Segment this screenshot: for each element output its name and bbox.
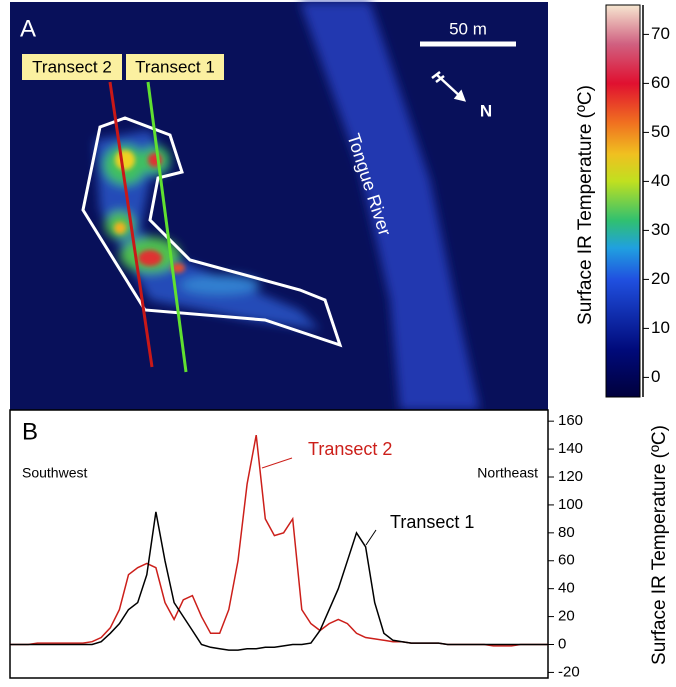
colorbar-tick-label: 0 xyxy=(651,367,660,386)
colorbar-tick-label: 10 xyxy=(651,318,670,337)
y-tick-label: 160 xyxy=(558,412,583,429)
colorbar-ticks: 0 10 20 30 40 50 60 70 xyxy=(643,24,670,386)
scale-label: 50 m xyxy=(449,19,487,38)
figure: Transect 2 Transect 1 A 50 m N Tongue Ri… xyxy=(0,0,676,682)
north-label: N xyxy=(480,101,492,120)
y-tick-label: 40 xyxy=(558,580,575,597)
y-axis-label: Surface IR Temperature (ºC) xyxy=(649,425,670,665)
colorbar-tick-label: 40 xyxy=(651,171,670,190)
y-tick-label: 100 xyxy=(558,496,583,513)
legend-label: Transect 1 xyxy=(390,512,474,532)
legend-label: Transect 2 xyxy=(308,439,392,459)
y-tick-label: 20 xyxy=(558,608,575,625)
transect-label: Transect 2 xyxy=(32,57,112,76)
y-tick-label: -20 xyxy=(558,663,580,680)
panel-label: A xyxy=(20,15,36,42)
plot-frame xyxy=(10,410,548,678)
colorbar-tick-label: 30 xyxy=(651,220,670,239)
annotation: Northeast xyxy=(477,465,538,481)
colorbar-tick-label: 20 xyxy=(651,269,670,288)
y-tick-label: 0 xyxy=(558,635,566,652)
y-tick-label: 80 xyxy=(558,524,575,541)
page: {"panel_a": {"label": "A", "scale_label"… xyxy=(0,0,676,687)
colorbar xyxy=(606,5,640,397)
annotation: Southwest xyxy=(22,465,87,481)
y-tick-label: 120 xyxy=(558,468,583,485)
panel-label: B xyxy=(22,418,38,445)
colorbar-tick-label: 70 xyxy=(651,24,670,43)
colorbar-tick-label: 50 xyxy=(651,122,670,141)
y-tick-label: 140 xyxy=(558,440,583,457)
colorbar-tick-label: 60 xyxy=(651,73,670,92)
transect-label: Transect 1 xyxy=(135,57,215,76)
colorbar-label: Surface IR Temperature (ºC) xyxy=(575,85,596,325)
y-tick-label: 60 xyxy=(558,552,575,569)
